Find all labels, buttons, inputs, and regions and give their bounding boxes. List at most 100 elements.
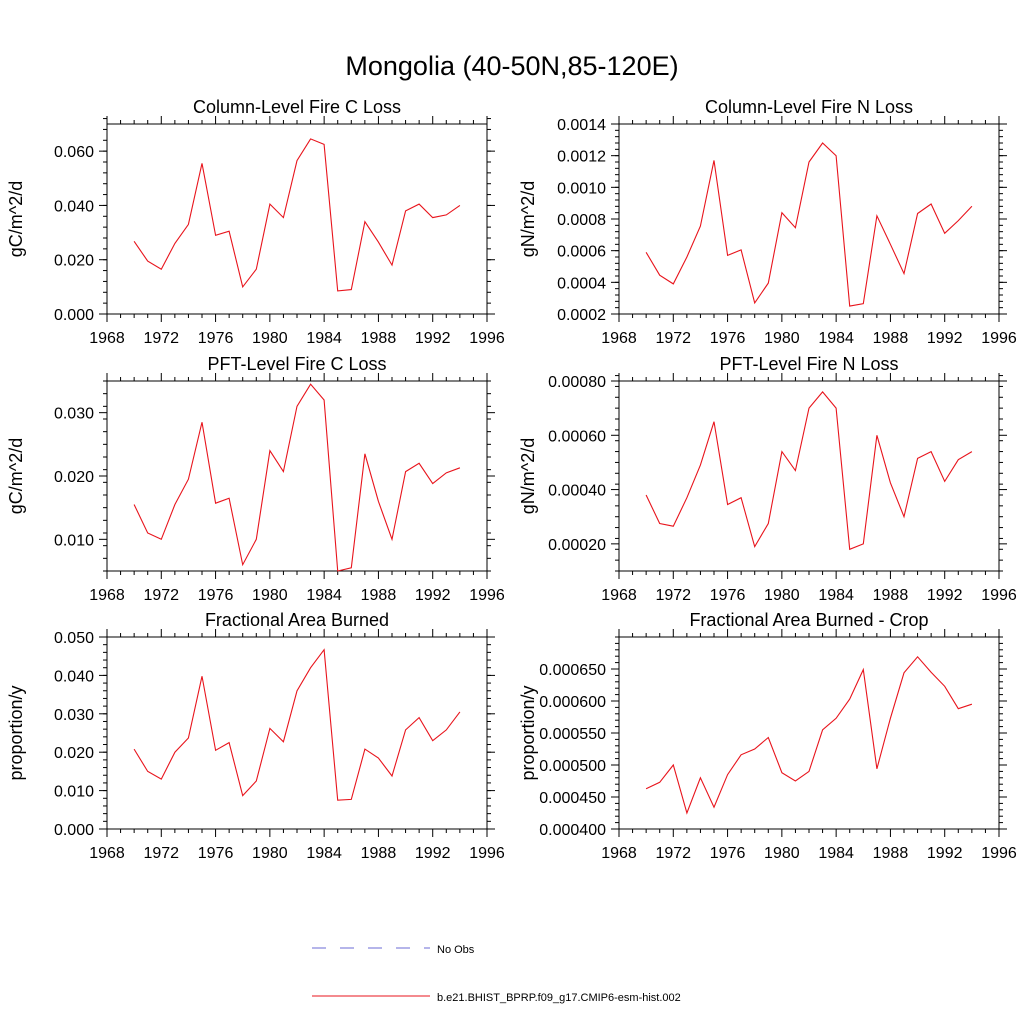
x-tick-label: 1972 [143,330,179,347]
y-tick-label: 0.0006 [557,244,606,261]
y-tick-label: 0.020 [54,745,94,762]
x-tick-label: 1976 [710,330,746,347]
y-tick-label: 0.0008 [557,212,606,229]
x-tick-label: 1992 [415,330,451,347]
x-tick-label: 1984 [306,845,342,862]
y-axis-label: gN/m^2/d [518,181,538,257]
x-tick-label: 1996 [469,845,505,862]
series-line [133,138,461,292]
panel-3: PFT-Level Fire C Loss 1968 1972 1976 1980 198… [6,354,505,604]
y-axis-label: proportion/y [518,685,538,780]
y-tick-label: 0.0014 [557,117,606,134]
x-tick-label: 1988 [873,330,909,347]
panel-title: PFT-Level Fire C Loss [207,354,386,374]
panel-title: Column-Level Fire N Loss [705,97,913,117]
x-tick-label: 1968 [601,845,637,862]
y-tick-label: 0.060 [54,144,94,161]
x-tick-label: 1992 [927,587,963,604]
y-tick-label: 0.040 [54,198,94,215]
x-tick-label: 1976 [198,330,234,347]
x-tick-label: 1980 [764,845,800,862]
y-tick-label: 0.0002 [557,307,606,324]
x-tick-label: 1972 [143,845,179,862]
x-tick-label: 1984 [818,587,854,604]
x-tick-label: 1972 [143,587,179,604]
panel-title: Column-Level Fire C Loss [193,97,401,117]
x-tick-label: 1988 [361,845,397,862]
y-tick-label: 0.0010 [557,180,606,197]
panels: Column-Level Fire C Loss 1968 1972 1976 1980… [6,97,1017,862]
x-tick-label: 1992 [415,587,451,604]
series-line [645,391,973,551]
y-tick-label: 0.000 [54,307,94,324]
y-axis-label: proportion/y [6,685,26,780]
x-tick-label: 1976 [198,845,234,862]
y-tick-label: 0.000500 [539,758,606,775]
x-tick-label: 1980 [252,845,288,862]
y-tick-label: 0.000550 [539,726,606,743]
x-tick-label: 1996 [981,330,1017,347]
legend: No Obs b.e21.BHIST_BPRP.f09_g17.CMIP6-es… [312,944,681,1004]
y-tick-label: 0.050 [54,630,94,647]
x-tick-label: 1988 [873,587,909,604]
plot-frame [106,636,488,830]
x-tick-label: 1980 [764,330,800,347]
x-tick-label: 1988 [361,330,397,347]
x-tick-label: 1988 [873,845,909,862]
x-tick-label: 1996 [469,330,505,347]
x-tick-label: 1968 [89,330,125,347]
y-tick-label: 0.0004 [557,275,606,292]
x-tick-label: 1968 [601,330,637,347]
plot-frame [618,123,1000,315]
x-tick-label: 1976 [710,845,746,862]
series-line [645,142,973,307]
x-tick-label: 1992 [415,845,451,862]
plot-frame [618,636,1000,830]
x-tick-label: 1972 [655,330,691,347]
x-tick-label: 1968 [601,587,637,604]
plot-frame [106,123,488,315]
y-tick-label: 0.000600 [539,694,606,711]
y-tick-label: 0.00080 [548,374,606,391]
x-tick-label: 1980 [252,587,288,604]
panel-5: Fractional Area Burned 1968 1972 1976 1980 19… [6,610,505,862]
x-tick-label: 1984 [306,330,342,347]
x-tick-label: 1992 [927,330,963,347]
panel-2: Column-Level Fire N Loss 1968 1972 1976 1980… [518,97,1017,347]
y-tick-label: 0.010 [54,532,94,549]
y-tick-label: 0.000650 [539,662,606,679]
x-tick-label: 1984 [818,845,854,862]
series-line [133,648,461,801]
series-line [133,383,461,572]
x-tick-label: 1996 [981,845,1017,862]
panel-title: PFT-Level Fire N Loss [719,354,898,374]
x-tick-label: 1980 [252,330,288,347]
plot-frame [106,380,488,572]
x-tick-label: 1992 [927,845,963,862]
legend-label-model: b.e21.BHIST_BPRP.f09_g17.CMIP6-esm-hist.… [437,992,681,1004]
x-tick-label: 1972 [655,587,691,604]
panel-4: PFT-Level Fire N Loss 1968 1972 1976 1980 198… [518,354,1017,604]
x-tick-label: 1996 [981,587,1017,604]
y-tick-label: 0.00020 [548,537,606,554]
x-tick-label: 1984 [306,587,342,604]
y-tick-label: 0.030 [54,707,94,724]
x-tick-label: 1980 [764,587,800,604]
panel-title: Fractional Area Burned [205,610,389,630]
x-tick-label: 1976 [198,587,234,604]
y-tick-label: 0.0012 [557,149,606,166]
x-tick-label: 1968 [89,845,125,862]
panel-1: Column-Level Fire C Loss 1968 1972 1976 1980… [6,97,505,347]
y-tick-label: 0.040 [54,668,94,685]
figure-title: Mongolia (40-50N,85-120E) [345,51,678,81]
legend-label-no-obs: No Obs [437,944,475,956]
y-tick-label: 0.010 [54,784,94,801]
y-tick-label: 0.000 [54,822,94,839]
x-tick-label: 1984 [818,330,854,347]
x-tick-label: 1968 [89,587,125,604]
y-tick-label: 0.00040 [548,483,606,500]
y-axis-label: gN/m^2/d [518,438,538,514]
y-tick-label: 0.030 [54,406,94,423]
y-tick-label: 0.000400 [539,822,606,839]
